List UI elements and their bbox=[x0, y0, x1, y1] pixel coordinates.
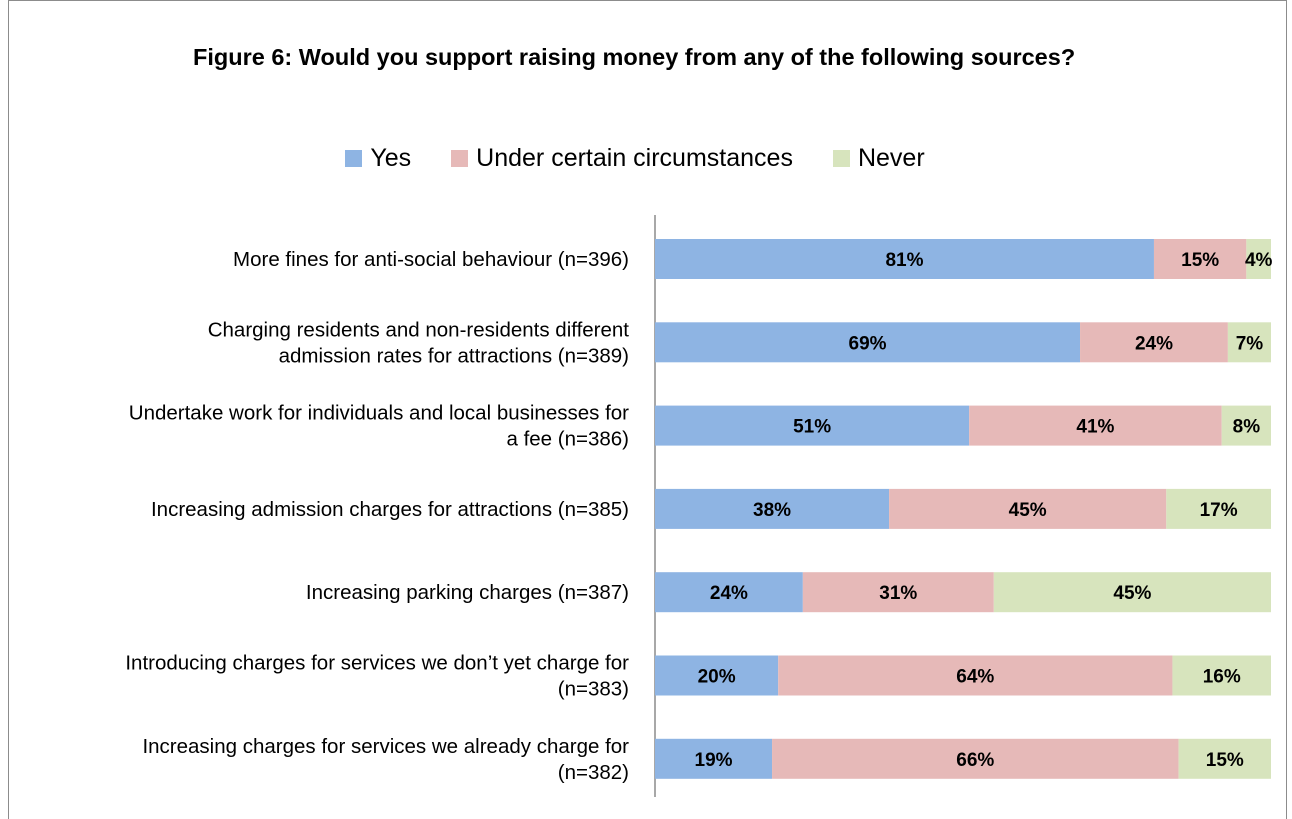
data-label-yes-6: 19% bbox=[695, 750, 733, 771]
bar-segment-under-certain-circumstances-4 bbox=[802, 572, 994, 613]
data-label-yes-4: 24% bbox=[710, 583, 748, 604]
data-label-under-certain-circumstances-1: 24% bbox=[1135, 333, 1173, 354]
bar-segment-under-certain-circumstances-2 bbox=[969, 405, 1222, 446]
bar-segment-never-6 bbox=[1178, 738, 1271, 779]
category-label-3: Increasing admission charges for attract… bbox=[151, 498, 629, 521]
data-label-under-certain-circumstances-0: 15% bbox=[1181, 250, 1219, 271]
legend-item-under-certain-circumstances: Under certain circumstances bbox=[451, 144, 793, 173]
category-label-6: Increasing charges for services we alrea… bbox=[142, 735, 629, 784]
data-label-under-certain-circumstances-2: 41% bbox=[1076, 417, 1114, 438]
bar-segment-under-certain-circumstances-5 bbox=[778, 655, 1173, 696]
category-label-5: Introducing charges for services we don’… bbox=[125, 652, 629, 701]
bar-segment-never-5 bbox=[1172, 655, 1271, 696]
bar-segment-yes-3 bbox=[655, 488, 890, 529]
bar-segment-yes-6 bbox=[655, 738, 773, 779]
data-label-yes-0: 81% bbox=[885, 250, 923, 271]
data-label-yes-3: 38% bbox=[753, 500, 791, 521]
bar-segment-yes-5 bbox=[655, 655, 779, 696]
legend-swatch-yes bbox=[345, 149, 363, 167]
data-label-under-certain-circumstances-3: 45% bbox=[1009, 500, 1047, 521]
bar-segment-never-0 bbox=[1246, 239, 1271, 279]
category-label-0: More fines for anti-social behaviour (n=… bbox=[233, 248, 629, 271]
legend-label-yes: Yes bbox=[370, 143, 412, 172]
data-label-never-4: 45% bbox=[1113, 583, 1151, 604]
bar-segment-under-certain-circumstances-3 bbox=[889, 488, 1167, 529]
legend-swatch-under-certain-circumstances bbox=[451, 149, 469, 167]
legend-swatch-never bbox=[832, 149, 850, 167]
data-label-yes-2: 51% bbox=[793, 417, 831, 438]
bar-segment-yes-0 bbox=[655, 239, 1154, 279]
data-label-yes-5: 20% bbox=[698, 667, 736, 688]
bar-segment-never-4 bbox=[993, 572, 1271, 613]
bar-segment-under-certain-circumstances-6 bbox=[772, 738, 1179, 779]
data-label-under-certain-circumstances-6: 66% bbox=[956, 750, 994, 771]
chart-title: Figure 6: Would you support raising mone… bbox=[193, 44, 1076, 70]
data-label-never-5: 16% bbox=[1203, 667, 1241, 688]
data-label-never-2: 8% bbox=[1233, 417, 1261, 438]
data-label-never-6: 15% bbox=[1206, 750, 1244, 771]
bar-segment-never-1 bbox=[1227, 322, 1271, 363]
legend-label-under-certain-circumstances: Under certain circumstances bbox=[476, 143, 793, 172]
chart-frame bbox=[8, 0, 1287, 819]
data-label-never-1: 7% bbox=[1236, 333, 1264, 354]
legend-label-never: Never bbox=[857, 143, 925, 172]
legend-item-never: Never bbox=[832, 143, 925, 173]
category-label-4: Increasing parking charges (n=387) bbox=[306, 581, 629, 604]
data-label-never-3: 17% bbox=[1200, 500, 1238, 521]
bar-segment-yes-1 bbox=[655, 322, 1081, 363]
legend-item-yes: Yes bbox=[345, 144, 411, 173]
bar-segment-yes-2 bbox=[655, 405, 970, 446]
bar-segment-under-certain-circumstances-0 bbox=[1153, 239, 1247, 279]
chart-legend: Yes Under certain circumstances Never bbox=[0, 140, 1292, 176]
bar-segment-never-3 bbox=[1166, 488, 1271, 529]
bar-segment-never-2 bbox=[1221, 405, 1271, 446]
bar-segment-under-certain-circumstances-1 bbox=[1080, 322, 1228, 363]
data-label-under-certain-circumstances-4: 31% bbox=[879, 583, 917, 604]
data-label-under-certain-circumstances-5: 64% bbox=[956, 667, 994, 688]
category-label-1: Charging residents and non-residents dif… bbox=[208, 318, 630, 367]
data-label-yes-1: 69% bbox=[849, 333, 887, 354]
data-label-never-0: 4% bbox=[1245, 250, 1273, 271]
bar-segment-yes-4 bbox=[655, 572, 803, 613]
category-label-2: Undertake work for individuals and local… bbox=[129, 402, 629, 451]
